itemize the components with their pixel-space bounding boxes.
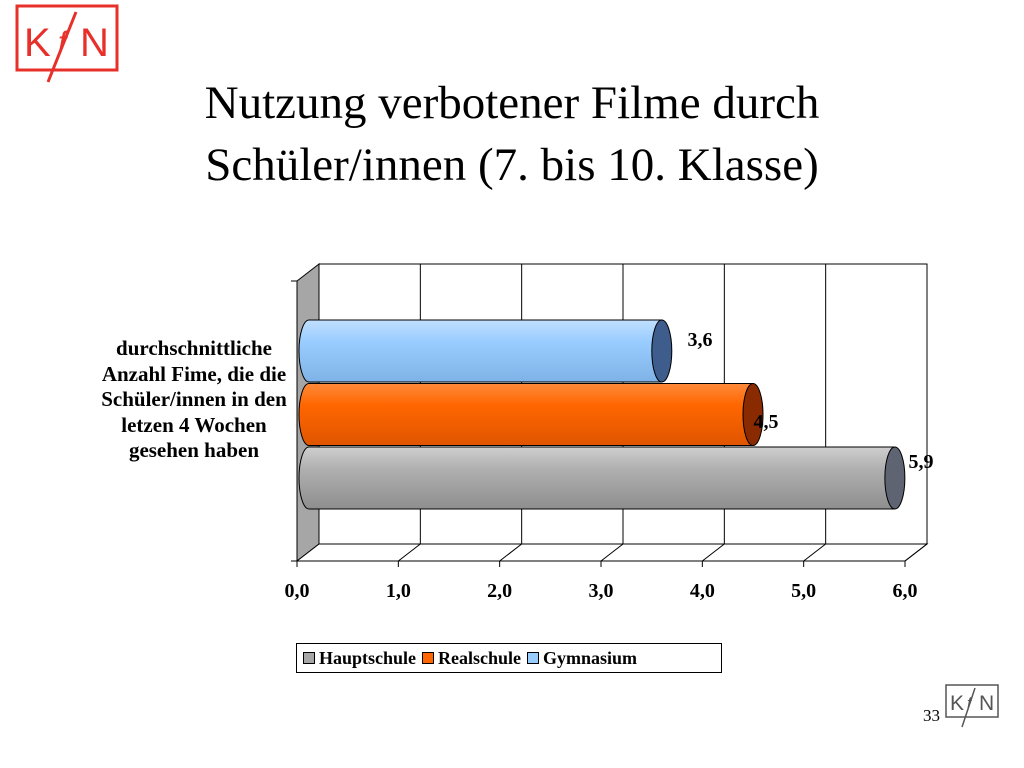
- logo-letter-n: N: [80, 21, 109, 65]
- legend-label-hauptschule: Hauptschule: [319, 647, 417, 668]
- floor-gridline: [904, 543, 928, 562]
- floor-gridline: [600, 543, 624, 562]
- logo-frame: [15, 4, 119, 72]
- floor-gridline: [499, 543, 522, 562]
- x-tick-label: 1,0: [386, 580, 411, 602]
- slide-title-line-1: Nutzung verbotener Filme durch: [204, 77, 820, 129]
- chart-legend: Hauptschule Realschule Gymnasium: [296, 643, 722, 673]
- legend-item-hauptschule: Hauptschule: [303, 648, 416, 669]
- labels-layer: 0,0 1,0 2,0 3,0 4,0 5,0 6,0 3,6 4,5 5,9: [285, 329, 934, 602]
- legend-swatch-realschule: [422, 652, 435, 664]
- legend-item-realschule: Realschule: [422, 648, 521, 669]
- legend-label-gymnasium: Gymnasium: [543, 647, 638, 668]
- floor-gridline: [702, 543, 725, 562]
- bars-layer: [298, 319, 906, 510]
- logo-bottom-letter-f: f: [967, 695, 973, 712]
- data-label-gymnasium: 3,6: [688, 329, 713, 351]
- data-label-realschule: 4,5: [754, 411, 779, 433]
- logo-bottom-slash: [961, 687, 976, 728]
- legend-item-gymnasium: Gymnasium: [527, 648, 637, 669]
- slide-title: Nutzung verbotener Filme durch Schüler/i…: [40, 72, 984, 196]
- bar-body: [298, 446, 896, 510]
- floor-gridline: [398, 543, 421, 562]
- legend-swatch-hauptschule: [303, 652, 315, 664]
- bar-end-cap: [742, 383, 764, 446]
- data-label-hauptschule: 5,9: [909, 451, 934, 473]
- logo-letter-k: K: [24, 21, 51, 65]
- floor-gridline: [803, 543, 826, 562]
- bar-end-cap: [884, 446, 906, 510]
- logo-bottom-letter-k: K: [950, 692, 964, 715]
- bar-gymnasium: [298, 319, 673, 383]
- x-tick-label: 0,0: [285, 580, 310, 602]
- bar-realschule: [298, 383, 764, 446]
- x-tick-label: 6,0: [893, 580, 918, 602]
- logo-letter-f: f: [58, 26, 69, 59]
- kfn-logo-bottom: K f N: [945, 684, 999, 728]
- bar-body: [298, 319, 663, 383]
- kfn-logo-top: K f N: [15, 4, 119, 83]
- slide-title-line-2: Schüler/innen (7. bis 10. Klasse): [205, 139, 819, 191]
- x-tick-label: 2,0: [487, 580, 512, 602]
- legend-label-realschule: Realschule: [438, 647, 522, 668]
- logo-bottom-letter-n: N: [979, 692, 994, 715]
- bar-end-cap: [651, 319, 673, 383]
- x-tick-label: 4,0: [690, 580, 715, 602]
- x-tick-label: 5,0: [791, 580, 816, 602]
- bar-body: [298, 383, 754, 446]
- x-tick-label: 3,0: [589, 580, 614, 602]
- logo-bottom-frame: [945, 684, 999, 718]
- bar-hauptschule: [298, 446, 906, 510]
- category-label: durchschnittliche Anzahl Fime, die die S…: [101, 336, 287, 462]
- legend-swatch-gymnasium: [527, 652, 540, 664]
- logo-slash: [46, 11, 78, 83]
- page-number: 33: [923, 706, 940, 725]
